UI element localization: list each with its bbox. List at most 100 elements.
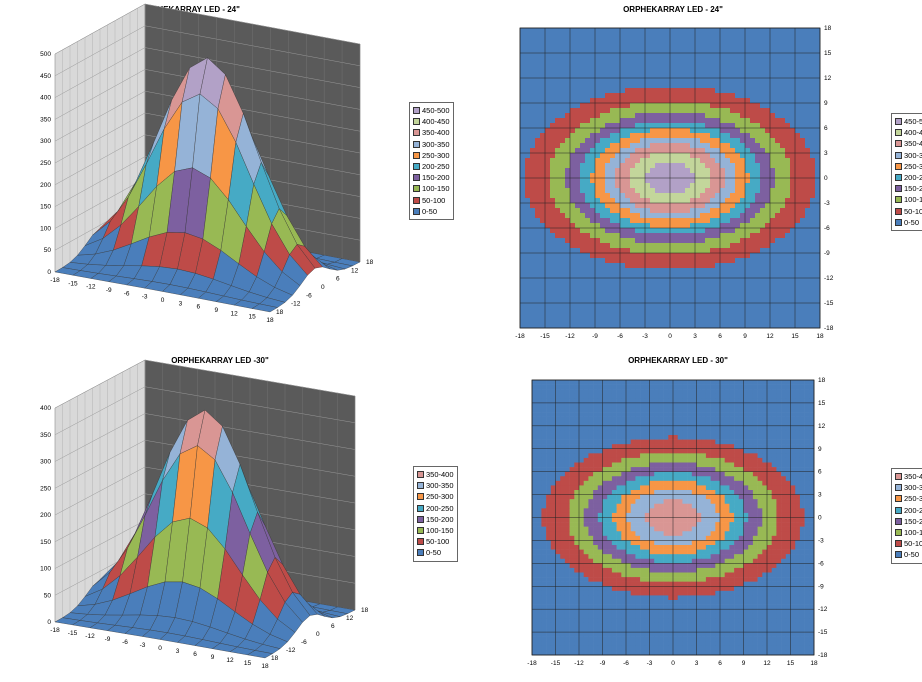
contour-cell (809, 408, 814, 413)
contour-cell (692, 403, 697, 408)
contour-cell (770, 228, 775, 233)
contour-cell (620, 313, 625, 318)
contour-cell (780, 193, 785, 198)
contour-cell (745, 313, 750, 318)
contour-cell (535, 158, 540, 163)
contour-cell (625, 83, 630, 88)
contour-cell (650, 33, 655, 38)
contour-cell (570, 440, 575, 445)
contour-cell (665, 123, 670, 128)
contour-cell (770, 123, 775, 128)
contour-cell (525, 88, 530, 93)
legend-swatch (413, 197, 420, 204)
contour-cell (710, 28, 715, 33)
contour-cell (595, 298, 600, 303)
contour-cell (701, 421, 706, 426)
contour-cell (810, 173, 815, 178)
contour-cell (530, 253, 535, 258)
contour-cell (620, 218, 625, 223)
contour-cell (560, 430, 565, 435)
contour-cell (701, 389, 706, 394)
contour-cell (800, 233, 805, 238)
contour-cell (795, 268, 800, 273)
contour-cell (617, 398, 622, 403)
contour-cell (790, 143, 795, 148)
contour-cell (645, 148, 650, 153)
contour-cell (610, 128, 615, 133)
contour-cell (705, 143, 710, 148)
contour-cell (655, 153, 660, 158)
contour-cell (700, 238, 705, 243)
contour-cell (590, 188, 595, 193)
contour-cell (815, 53, 820, 58)
contour-cell (725, 313, 730, 318)
contour-cell (555, 113, 560, 118)
contour-cell (750, 223, 755, 228)
contour-cell (810, 318, 815, 323)
x-tick-label: -18 (50, 627, 60, 634)
contour-cell (520, 78, 525, 83)
contour-cell (555, 63, 560, 68)
contour-cell (795, 380, 800, 385)
contour-cell (580, 43, 585, 48)
contour-cell (815, 33, 820, 38)
contour-cell (692, 426, 697, 431)
contour-cell (560, 426, 565, 431)
contour-cell (645, 228, 650, 233)
contour-cell (780, 43, 785, 48)
contour-cell (680, 268, 685, 273)
contour-cell (620, 168, 625, 173)
contour-cell (770, 53, 775, 58)
contour-cell (800, 273, 805, 278)
contour-cell (775, 223, 780, 228)
contour-cell (615, 158, 620, 163)
contour-cell (775, 93, 780, 98)
contour-cell (809, 394, 814, 399)
contour-cell (635, 248, 640, 253)
contour-cell (673, 417, 678, 422)
contour-cell (580, 278, 585, 283)
contour-cell (780, 138, 785, 143)
contour-cell (603, 389, 608, 394)
contour-cell (706, 417, 711, 422)
contour-cell (585, 153, 590, 158)
contour-cell (725, 193, 730, 198)
contour-cell (645, 63, 650, 68)
contour-cell (776, 426, 781, 431)
contour-cell (545, 113, 550, 118)
contour-cell (650, 308, 655, 313)
contour-cell (690, 53, 695, 58)
contour-cell (550, 308, 555, 313)
contour-cell (555, 143, 560, 148)
contour-cell (780, 58, 785, 63)
contour-cell (575, 28, 580, 33)
contour-cell (800, 143, 805, 148)
contour-cell (575, 318, 580, 323)
contour-cell (775, 208, 780, 213)
contour-cell (815, 48, 820, 53)
contour-cell (800, 168, 805, 173)
contour-cell (635, 421, 640, 426)
contour-cell (780, 73, 785, 78)
contour-cell (705, 183, 710, 188)
contour-cell (725, 128, 730, 133)
contour-cell (780, 323, 785, 328)
contour-cell (607, 440, 612, 445)
contour-cell (615, 243, 620, 248)
contour-cell (705, 63, 710, 68)
contour-cell (680, 243, 685, 248)
contour-cell (580, 313, 585, 318)
x-tick-label: -3 (642, 333, 648, 340)
contour-cell (655, 53, 660, 58)
contour-cell (740, 33, 745, 38)
contour-cell (603, 398, 608, 403)
contour-cell (605, 238, 610, 243)
contour-cell (760, 263, 765, 268)
contour-cell (620, 28, 625, 33)
contour-cell (725, 113, 730, 118)
contour-cell (575, 118, 580, 123)
contour-cell (740, 188, 745, 193)
contour-cell (525, 48, 530, 53)
contour-cell (720, 298, 725, 303)
contour-cell (730, 108, 735, 113)
